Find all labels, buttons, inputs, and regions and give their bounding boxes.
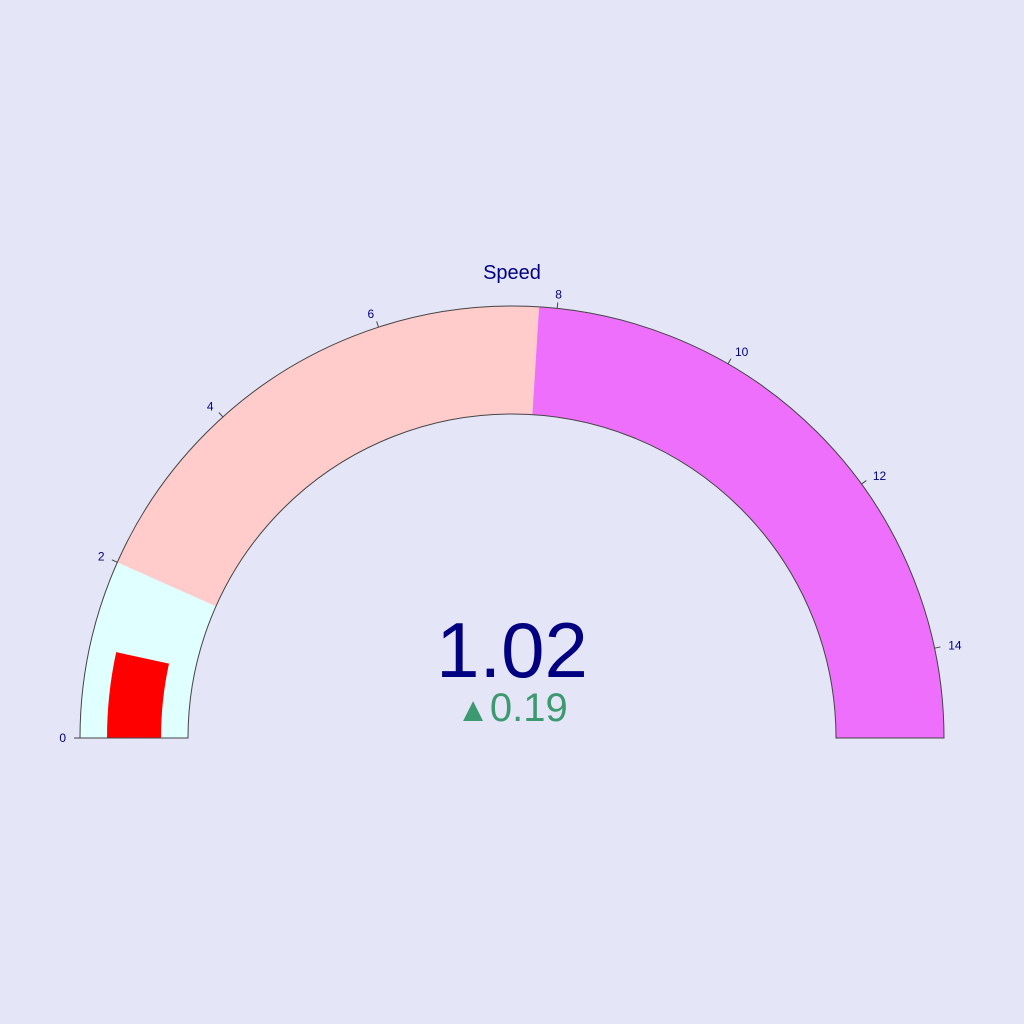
gauge-delta: ▲0.19 bbox=[456, 686, 568, 730]
gauge-value: 1.02 bbox=[436, 606, 588, 694]
gauge-outline bbox=[79, 305, 945, 739]
gauge-tick-mark bbox=[111, 559, 118, 563]
delta-up-arrow-icon: ▲ bbox=[456, 691, 490, 729]
gauge-step-1 bbox=[117, 306, 540, 607]
gauge-value-bar bbox=[107, 652, 169, 738]
gauge-tick-mark bbox=[861, 480, 867, 485]
gauge-tick-label: 14 bbox=[948, 638, 962, 652]
gauge-tick-mark bbox=[556, 302, 559, 309]
gauge-tick-label: 4 bbox=[207, 400, 214, 414]
gauge-tick-mark bbox=[376, 321, 379, 328]
delta-value: 0.19 bbox=[490, 686, 568, 730]
gauge-tick-label: 10 bbox=[735, 345, 749, 359]
gauge-border bbox=[79, 305, 945, 739]
gauge-step-2 bbox=[532, 306, 944, 738]
gauge-tick-label: 8 bbox=[555, 287, 562, 301]
gauge-ticks: 0 2 4 6 8 10 12 14 bbox=[59, 287, 962, 745]
gauge-tick-mark bbox=[218, 412, 224, 418]
gauge-bar-layer bbox=[107, 652, 169, 738]
gauge-tick-mark bbox=[934, 646, 941, 649]
gauge-title: Speed bbox=[483, 262, 541, 284]
gauge-tick-label: 12 bbox=[873, 469, 887, 483]
gauge-tick-label: 6 bbox=[367, 307, 374, 321]
gauge-tick-label: 0 bbox=[59, 731, 66, 745]
gauge-tick-mark bbox=[727, 358, 732, 365]
gauge-tick-label: 2 bbox=[98, 550, 105, 564]
